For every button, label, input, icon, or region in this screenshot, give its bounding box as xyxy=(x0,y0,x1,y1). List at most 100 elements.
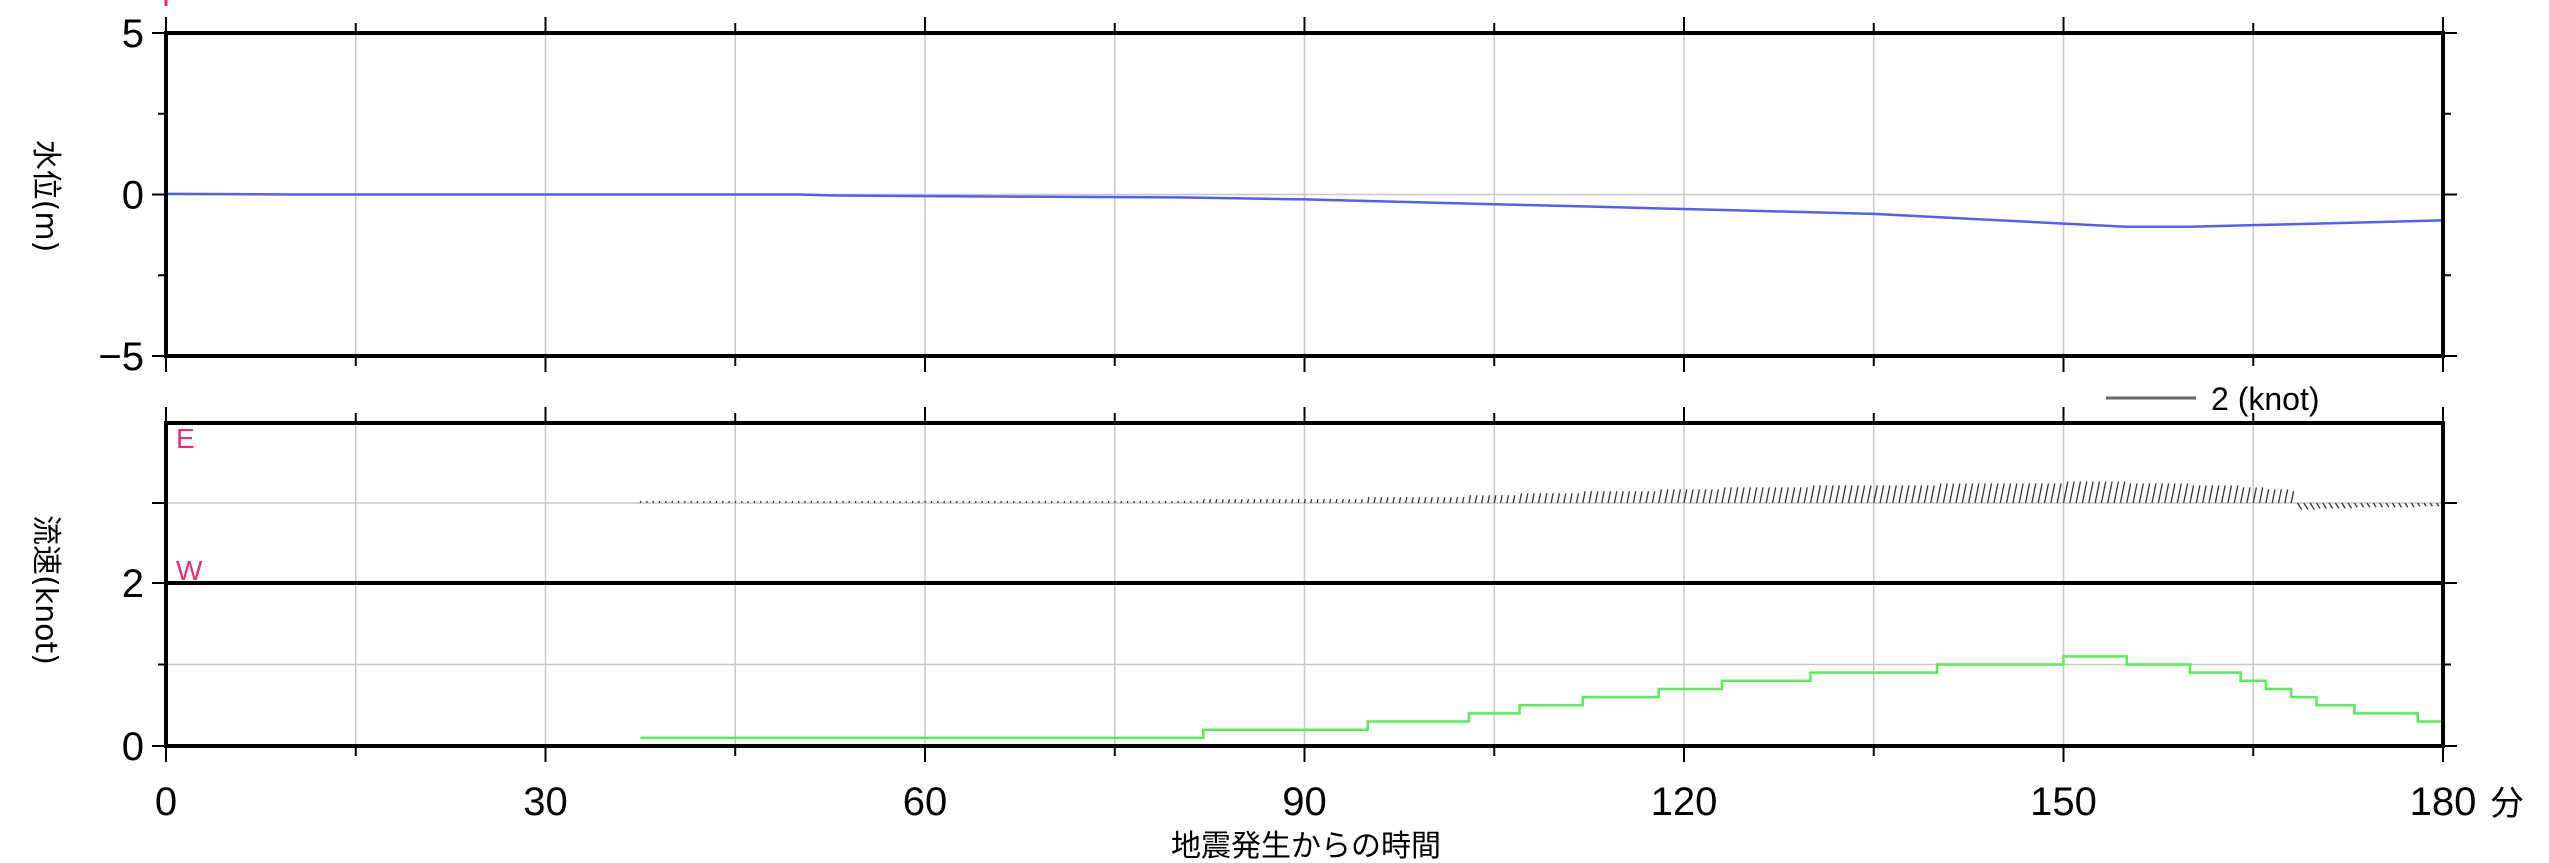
velocity-vector-stick xyxy=(1202,498,1205,504)
velocity-vector-stick xyxy=(2271,489,2276,504)
velocity-vector-stick xyxy=(1544,493,1548,504)
velocity-vector-stick xyxy=(1379,497,1383,504)
velocity-vector-stick xyxy=(1493,495,1497,504)
velocity-vector-stick xyxy=(1898,485,1904,504)
velocity-vector-stick xyxy=(2258,487,2264,504)
velocity-vector-stick xyxy=(2088,481,2094,504)
velocity-vector-stick xyxy=(2366,502,2371,508)
velocity-vector-stick xyxy=(1259,498,1262,504)
velocity-vector-stick xyxy=(1392,497,1395,504)
velocity-vector-stick xyxy=(1329,498,1332,504)
velocity-vector-stick xyxy=(2170,483,2176,504)
velocity-vector-stick xyxy=(1809,485,1815,504)
velocity-vector-stick xyxy=(2379,502,2384,508)
velocity-vector-stick xyxy=(1411,497,1414,504)
velocity-vector-stick xyxy=(2417,502,2421,507)
velocity-vector-stick xyxy=(2277,489,2282,504)
x-tick-label: 0 xyxy=(155,780,177,824)
x-tick-label: 120 xyxy=(1651,780,1718,824)
velocity-vector-stick xyxy=(2353,502,2358,508)
velocity-vector-stick xyxy=(1759,487,1764,504)
velocity-vector-stick xyxy=(2157,483,2163,504)
velocity-vector-stick xyxy=(1480,495,1484,504)
velocity-vector-stick xyxy=(2328,502,2334,509)
velocity-vector-stick xyxy=(2094,481,2101,504)
velocity-vector-stick xyxy=(1348,498,1351,504)
velocity-vector-stick xyxy=(1569,493,1573,504)
velocity-vector-stick xyxy=(1588,491,1593,504)
velocity-vector-stick xyxy=(1373,497,1376,504)
velocity-vector-stick xyxy=(1632,491,1637,504)
velocity-vector-stick xyxy=(1449,497,1452,504)
water-level-series xyxy=(165,192,2444,229)
velocity-vector-stick xyxy=(1215,498,1218,504)
y-tick-label: 0 xyxy=(122,174,144,218)
velocity-vector-stick xyxy=(1765,487,1770,504)
velocity-vector-stick xyxy=(2315,502,2321,509)
velocity-vector-stick xyxy=(1980,483,1986,504)
velocity-vector-stick xyxy=(1525,493,1529,504)
velocity-vector-stick xyxy=(2050,483,2056,504)
velocity-vector-stick xyxy=(1670,489,1675,504)
velocity-vector-stick xyxy=(1601,491,1605,504)
velocity-vector-stick xyxy=(1974,483,1980,504)
velocity-vector-stick xyxy=(1778,487,1783,504)
velocity-vector-stick xyxy=(1284,498,1287,504)
velocity-vector-stick xyxy=(1468,495,1472,504)
west-direction-label: W xyxy=(176,555,203,586)
velocity-vector-stick xyxy=(1537,493,1542,504)
velocity-vector-stick xyxy=(1677,489,1682,504)
velocity-vector-stick xyxy=(2151,483,2157,504)
velocity-vector-stick xyxy=(1424,497,1427,504)
x-unit-label: 分 xyxy=(2490,784,2524,824)
x-tick-label: 180 xyxy=(2410,780,2477,824)
velocity-vector-stick xyxy=(1816,485,1821,504)
velocity-vector-stick xyxy=(2062,481,2069,504)
velocity-vector-stick xyxy=(2423,502,2427,507)
velocity-vector-stick xyxy=(2132,483,2138,504)
velocity-vector-stick xyxy=(2385,502,2390,508)
velocity-vector-stick xyxy=(2005,483,2012,504)
velocity-vector-stick xyxy=(1873,485,1878,504)
velocity-vector-stick xyxy=(2227,485,2233,504)
velocity-vector-stick xyxy=(1797,487,1802,504)
velocity-vector-stick xyxy=(1841,485,1847,504)
velocity-vector-stick xyxy=(1999,483,2005,504)
velocity-vector-stick xyxy=(1335,498,1338,504)
velocity-vector-stick xyxy=(1727,487,1733,504)
velocity-vector-stick xyxy=(1506,495,1510,504)
velocity-vector-stick xyxy=(2334,502,2340,509)
velocity-vector-stick xyxy=(1518,493,1523,504)
x-tick-label: 90 xyxy=(1282,780,1327,824)
velocity-vector-stick xyxy=(1386,497,1389,504)
y-tick-label: −5 xyxy=(98,335,144,379)
velocity-vector-stick xyxy=(2081,481,2088,504)
velocity-vector-stick xyxy=(1955,483,1961,504)
velocity-vector-stick xyxy=(1575,493,1580,504)
velocity-vector-stick xyxy=(1297,498,1300,504)
velocity-vector-stick xyxy=(1683,489,1688,504)
velocity-vector-stick xyxy=(1430,497,1433,504)
velocity-vector-stick xyxy=(2347,502,2353,509)
velocity-vector-stick xyxy=(1822,485,1828,504)
velocity-vector-stick xyxy=(1455,497,1459,504)
velocity-vector-stick xyxy=(2233,485,2239,504)
velocity-vector-stick xyxy=(2075,481,2082,504)
velocity-vector-stick xyxy=(1986,483,1993,504)
velocity-vector-stick xyxy=(2031,483,2037,504)
velocity-vector-stick xyxy=(1227,498,1231,504)
velocity-vector-stick xyxy=(2429,502,2433,507)
velocity-vector-stick xyxy=(1234,498,1237,504)
velocity-vector-stick xyxy=(1771,487,1777,504)
x-tick-label: 30 xyxy=(523,780,568,824)
velocity-vector-stick xyxy=(1272,498,1275,504)
velocity-vector-stick xyxy=(1740,487,1745,504)
velocity-vector-stick xyxy=(1847,485,1853,504)
velocity-vector-stick xyxy=(1879,485,1885,504)
velocity-vector-stick xyxy=(1278,498,1281,504)
velocity-vector-stick xyxy=(1417,497,1421,504)
velocity-vector-stick xyxy=(2372,502,2377,508)
velocity-vector-stick xyxy=(2113,481,2120,504)
velocity-vector-stick xyxy=(1664,489,1669,504)
velocity-vector-stick xyxy=(1904,485,1910,504)
